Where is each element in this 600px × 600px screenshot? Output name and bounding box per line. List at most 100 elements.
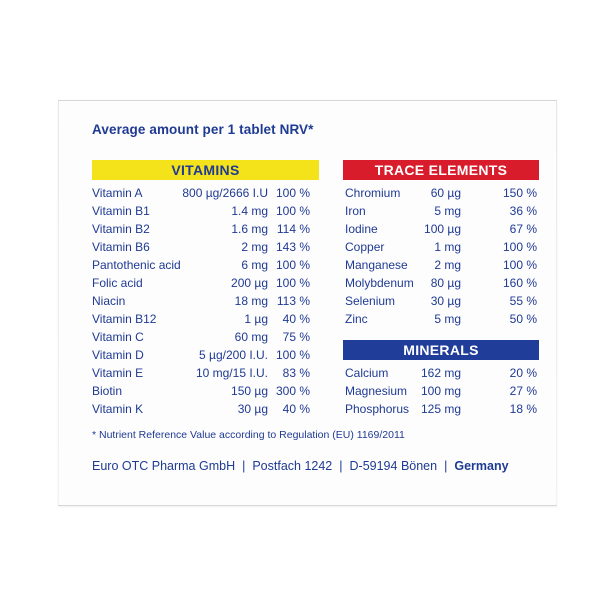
nutrient-nrv: 55 % bbox=[509, 294, 537, 308]
nutrient-name: Biotin bbox=[92, 384, 123, 398]
nutrient-nrv: 113 % bbox=[276, 294, 310, 308]
table-row: Magnesium 100 mg 27 % bbox=[345, 382, 541, 400]
postbox: Postfach 1242 bbox=[252, 459, 333, 473]
nutrient-nrv: 114 % bbox=[276, 222, 310, 236]
separator: | bbox=[242, 459, 246, 473]
table-row: Vitamin B1 1.4 mg 100 % bbox=[92, 202, 322, 220]
separator: | bbox=[339, 459, 343, 473]
nutrient-amount: 125 mg bbox=[420, 402, 461, 416]
nutrient-nrv: 27 % bbox=[509, 384, 537, 398]
vitamins-table: Vitamin A 800 µg/2666 I.U 100 % Vitamin B1 1… bbox=[92, 184, 322, 418]
nutrient-amount: 60 mg bbox=[234, 330, 268, 344]
nutrient-amount: 5 µg/200 I.U. bbox=[199, 348, 268, 362]
nutrient-name: Phosphorus bbox=[345, 402, 410, 416]
nutrient-amount: 100 µg bbox=[424, 222, 461, 236]
nutrient-name: Niacin bbox=[92, 294, 126, 308]
table-row: Niacin 18 mg 113 % bbox=[92, 292, 322, 310]
table-row: Calcium 162 mg 20 % bbox=[345, 364, 541, 382]
nutrient-amount: 30 µg bbox=[430, 294, 461, 308]
table-row: Vitamin C 60 mg 75 % bbox=[92, 328, 322, 346]
vitamins-header: VITAMINS bbox=[92, 160, 319, 180]
nutrient-nrv: 100 % bbox=[275, 204, 310, 218]
country: Germany bbox=[454, 459, 509, 473]
minerals-table: Calcium 162 mg 20 % Magnesium 100 mg 27 % Phos… bbox=[345, 364, 541, 418]
nutrient-amount: 30 µg bbox=[237, 402, 268, 416]
nutrient-amount: 1.4 mg bbox=[231, 204, 268, 218]
nutrient-nrv: 100 % bbox=[502, 258, 537, 272]
table-row: Vitamin B12 1 µg 40 % bbox=[92, 310, 322, 328]
table-row: Vitamin A 800 µg/2666 I.U 100 % bbox=[92, 184, 322, 202]
nutrient-nrv: 50 % bbox=[509, 312, 537, 326]
table-row: Iron 5 mg 36 % bbox=[345, 202, 541, 220]
nutrient-name: Chromium bbox=[345, 186, 401, 200]
nutrient-name: Vitamin A bbox=[92, 186, 143, 200]
nutrient-amount: 100 mg bbox=[420, 384, 461, 398]
table-row: Iodine 100 µg 67 % bbox=[345, 220, 541, 238]
nutrient-name: Vitamin B1 bbox=[92, 204, 150, 218]
table-row: Pantothenic acid 6 mg 100 % bbox=[92, 256, 322, 274]
table-row: Phosphorus 125 mg 18 % bbox=[345, 400, 541, 418]
nutrient-name: Selenium bbox=[345, 294, 396, 308]
table-row: Molybdenum 80 µg 160 % bbox=[345, 274, 541, 292]
nutrient-nrv: 83 % bbox=[282, 366, 310, 380]
company-name: Euro OTC Pharma GmbH bbox=[92, 459, 236, 473]
table-row: Selenium 30 µg 55 % bbox=[345, 292, 541, 310]
nutrient-nrv: 67 % bbox=[509, 222, 537, 236]
nutrient-name: Vitamin B2 bbox=[92, 222, 150, 236]
nutrient-nrv: 100 % bbox=[275, 258, 310, 272]
separator: | bbox=[444, 459, 448, 473]
nutrient-name: Copper bbox=[345, 240, 385, 254]
nutrient-amount: 18 mg bbox=[234, 294, 268, 308]
nutrient-nrv: 18 % bbox=[509, 402, 537, 416]
nutrient-amount: 1 mg bbox=[434, 240, 461, 254]
nutrient-name: Vitamin C bbox=[92, 330, 144, 344]
nutrient-nrv: 160 % bbox=[502, 276, 537, 290]
nutrient-name: Vitamin B12 bbox=[92, 312, 157, 326]
nutrient-name: Magnesium bbox=[345, 384, 408, 398]
nutrient-name: Pantothenic acid bbox=[92, 258, 181, 272]
nutrient-amount: 6 mg bbox=[241, 258, 268, 272]
nutrient-amount: 60 µg bbox=[430, 186, 461, 200]
table-row: Vitamin B6 2 mg 143 % bbox=[92, 238, 322, 256]
table-row: Folic acid 200 µg 100 % bbox=[92, 274, 322, 292]
city: D-59194 Bönen bbox=[349, 459, 438, 473]
nutrient-name: Vitamin K bbox=[92, 402, 144, 416]
trace-elements-header: TRACE ELEMENTS bbox=[343, 160, 539, 180]
nutrient-nrv: 40 % bbox=[282, 312, 310, 326]
nutrient-name: Iron bbox=[345, 204, 366, 218]
nutrient-name: Manganese bbox=[345, 258, 408, 272]
nutrient-nrv: 20 % bbox=[509, 366, 537, 380]
nutrient-nrv: 143 % bbox=[275, 240, 310, 254]
table-row: Biotin 150 µg 300 % bbox=[92, 382, 322, 400]
table-row: Vitamin K 30 µg 40 % bbox=[92, 400, 322, 418]
nutrient-amount: 10 mg/15 I.U. bbox=[195, 366, 268, 380]
nutrient-nrv: 100 % bbox=[275, 348, 310, 362]
table-row: Vitamin E 10 mg/15 I.U. 83 % bbox=[92, 364, 322, 382]
nutrient-nrv: 40 % bbox=[282, 402, 310, 416]
table-row: Manganese 2 mg 100 % bbox=[345, 256, 541, 274]
nutrient-name: Zinc bbox=[345, 312, 368, 326]
nutrient-nrv: 36 % bbox=[509, 204, 537, 218]
table-row: Chromium 60 µg 150 % bbox=[345, 184, 541, 202]
nutrient-name: Iodine bbox=[345, 222, 378, 236]
table-row: Vitamin D 5 µg/200 I.U. 100 % bbox=[92, 346, 322, 364]
nutrient-amount: 5 mg bbox=[434, 312, 461, 326]
nutrient-name: Calcium bbox=[345, 366, 389, 380]
table-row: Zinc 5 mg 50 % bbox=[345, 310, 541, 328]
nutrient-name: Molybdenum bbox=[345, 276, 414, 290]
nutrient-amount: 200 µg bbox=[231, 276, 268, 290]
nutrient-nrv: 75 % bbox=[282, 330, 310, 344]
nutrient-name: Folic acid bbox=[92, 276, 143, 290]
manufacturer-address: Euro OTC Pharma GmbH | Postfach 1242 | D-591… bbox=[92, 459, 509, 473]
table-row: Vitamin B2 1.6 mg 114 % bbox=[92, 220, 322, 238]
nutrient-nrv: 300 % bbox=[275, 384, 310, 398]
minerals-header: MINERALS bbox=[343, 340, 539, 360]
nutrient-amount: 5 mg bbox=[434, 204, 461, 218]
nutrient-name: Vitamin D bbox=[92, 348, 144, 362]
nutrient-amount: 162 mg bbox=[420, 366, 461, 380]
nutrient-amount: 800 µg/2666 I.U bbox=[182, 186, 268, 200]
nutrient-amount: 2 mg bbox=[434, 258, 461, 272]
trace-elements-table: Chromium 60 µg 150 % Iron 5 mg 36 % Iodine 100 … bbox=[345, 184, 541, 328]
nutrition-heading: Average amount per 1 tablet NRV* bbox=[92, 122, 314, 137]
nutrient-nrv: 100 % bbox=[275, 276, 310, 290]
